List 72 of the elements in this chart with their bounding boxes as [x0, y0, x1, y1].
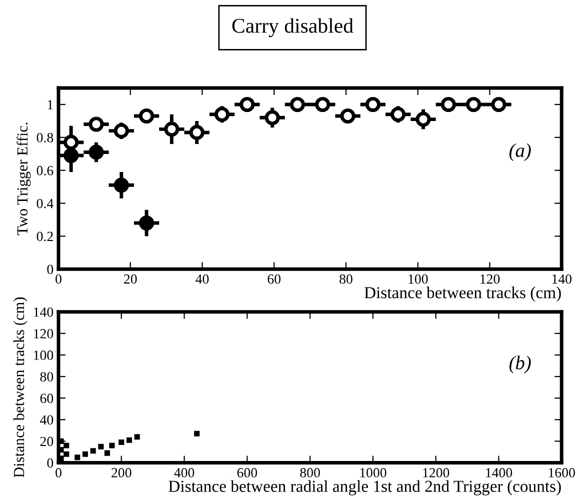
- y-axis-title: Distance between tracks (cm): [13, 297, 28, 478]
- point: [194, 430, 200, 436]
- y-tick-label: 1: [48, 100, 53, 110]
- point: [164, 122, 180, 137]
- point: [74, 454, 80, 460]
- point: [365, 96, 380, 112]
- x-tick-label: 1400: [486, 468, 512, 478]
- x-tick-label: 1200: [423, 468, 450, 478]
- y-tick-label: 120: [34, 329, 54, 338]
- point: [139, 108, 154, 124]
- point: [114, 178, 129, 193]
- point: [214, 106, 230, 122]
- point: [98, 444, 104, 450]
- point: [315, 96, 330, 112]
- point: [64, 148, 79, 164]
- point: [118, 440, 124, 446]
- y-tick-label: 0.8: [36, 132, 54, 142]
- y-tick-label: 0.6: [36, 166, 54, 176]
- point: [340, 108, 356, 124]
- x-tick-label: 600: [237, 468, 258, 478]
- x-tick-label: 60: [268, 274, 281, 284]
- x-tick-label: 20: [124, 274, 137, 284]
- point: [264, 110, 280, 126]
- x-tick-label: 80: [340, 274, 352, 284]
- y-tick-label: 20: [40, 436, 54, 446]
- y-tick-label: 0: [47, 264, 54, 274]
- x-tick-label: 800: [300, 468, 320, 478]
- chart-title: Carry disabled: [232, 18, 354, 38]
- point: [82, 451, 88, 457]
- y-tick-label: 40: [40, 415, 54, 425]
- x-tick-label: 0: [56, 274, 62, 284]
- point: [114, 123, 129, 138]
- x-tick-label: 1600: [548, 468, 575, 478]
- x-axis-title: Distance between tracks (cm): [364, 286, 561, 302]
- x-tick-label: 1000: [360, 468, 386, 478]
- y-tick-label: 140: [34, 307, 54, 317]
- point: [88, 116, 104, 132]
- y-tick-label: 0.4: [36, 198, 54, 208]
- point: [491, 96, 506, 112]
- y-tick-label: 0.2: [36, 232, 53, 242]
- point: [90, 448, 96, 454]
- y-axis-title: Two Trigger Effic.: [16, 122, 31, 236]
- point: [88, 144, 104, 160]
- y-tick-label: 0: [47, 458, 54, 468]
- point: [134, 434, 140, 440]
- x-tick-label: 120: [480, 274, 500, 284]
- x-tick-label: 0: [56, 468, 62, 478]
- point: [416, 112, 431, 127]
- y-tick-label: 100: [34, 350, 54, 360]
- x-tick-label: 140: [552, 274, 572, 284]
- point: [466, 96, 482, 112]
- y-tick-label: 80: [40, 372, 54, 382]
- point: [390, 106, 406, 122]
- point: [64, 442, 70, 448]
- x-tick-label: 200: [112, 468, 132, 478]
- x-tick-label: 400: [174, 468, 194, 478]
- point: [104, 450, 110, 456]
- point: [126, 437, 132, 443]
- point: [109, 442, 115, 448]
- point: [189, 124, 204, 140]
- point: [240, 96, 255, 112]
- point: [64, 451, 70, 457]
- point: [139, 215, 154, 231]
- point: [64, 134, 79, 150]
- annotation: (a): [509, 143, 531, 161]
- x-axis-title: Distance between radial angle 1st and 2nd Trigger (counts): [168, 480, 561, 496]
- x-tick-label: 40: [196, 274, 209, 284]
- point: [290, 96, 306, 112]
- annotation: (b): [509, 356, 531, 374]
- y-tick-label: 60: [40, 394, 54, 404]
- point: [440, 96, 456, 112]
- x-tick-label: 100: [408, 274, 428, 284]
